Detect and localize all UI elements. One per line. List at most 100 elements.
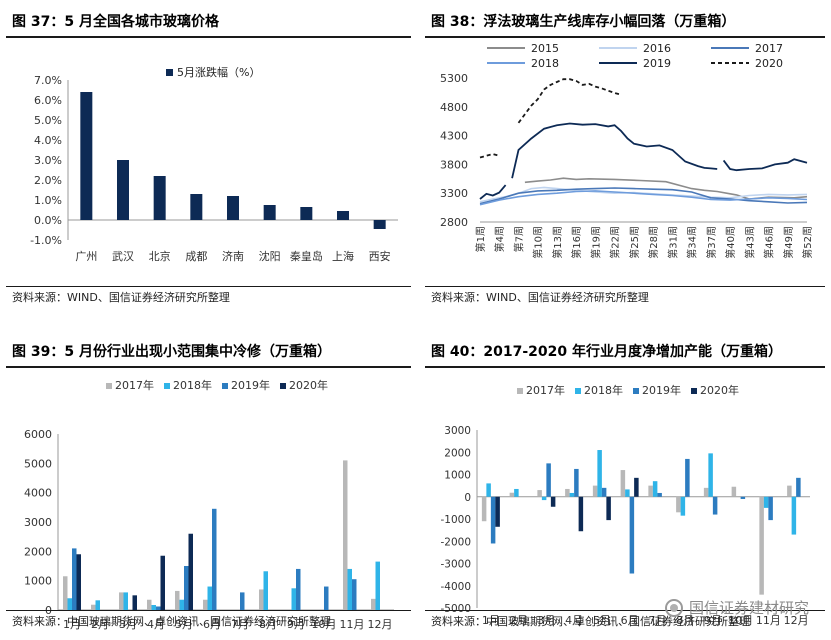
legend-swatch xyxy=(517,388,523,394)
bar xyxy=(685,458,690,497)
bar xyxy=(574,468,579,497)
x-tick-label: 北京 xyxy=(149,249,171,263)
bar xyxy=(300,207,313,220)
legend-swatch xyxy=(222,383,228,389)
x-tick-label: 4月 xyxy=(147,618,165,631)
x-tick-label: 沈阳 xyxy=(259,249,281,263)
bar xyxy=(63,576,68,610)
bar xyxy=(763,496,769,508)
legend-swatch xyxy=(166,69,173,76)
x-tick-label: 12月 xyxy=(784,614,809,627)
bar xyxy=(263,571,268,610)
bar xyxy=(592,485,598,497)
city-price-chart: 5月涨跌幅（%） -1.0% 0.0% 1.0% 2.0% 3.0% 4.0% 5.0% 6.0… xyxy=(30,65,398,263)
x-tick-label: 2月 xyxy=(91,618,109,631)
y-tick-label: -1.0% xyxy=(30,234,62,247)
y-tick-label: 1000 xyxy=(444,470,471,482)
x-tick-label: 5月 xyxy=(175,618,193,631)
y-tick-label: 3800 xyxy=(440,158,468,171)
x-tick-label: 第34周 xyxy=(686,226,699,259)
bar xyxy=(490,496,496,544)
bar xyxy=(123,592,128,610)
legend-label: 2017 xyxy=(755,42,783,55)
legend-label: 2019年 xyxy=(231,378,270,392)
y-tick-label: 3000 xyxy=(444,425,471,437)
x-tick-label: 5月 xyxy=(593,614,611,627)
y-tick-label: 2.0% xyxy=(34,174,62,187)
x-tick-label: 第43周 xyxy=(743,226,756,259)
x-tick-label: 4月 xyxy=(565,614,583,627)
bar xyxy=(768,496,773,521)
panel-source: 资料来源：中国玻璃期货网、卓创资讯、国信证券经济研究所整理 xyxy=(425,610,825,633)
y-tick-label: 4300 xyxy=(440,130,468,143)
y-tick-label: 5000 xyxy=(24,457,52,470)
y-tick-label: -5000 xyxy=(440,603,471,615)
bar xyxy=(648,485,653,497)
bar xyxy=(203,599,208,610)
bar xyxy=(514,488,519,497)
bar xyxy=(259,589,264,610)
bar xyxy=(373,220,386,229)
legend-swatch xyxy=(691,388,697,394)
bar xyxy=(343,460,348,610)
x-tick-label: 7月 xyxy=(648,614,666,627)
panel-title: 图 39：5 月份行业出现小范围集中冷修（万重箱） xyxy=(6,336,411,368)
bar xyxy=(147,599,152,610)
y-tick-label: 2000 xyxy=(444,447,471,459)
y-tick-label: -1000 xyxy=(440,514,471,526)
bar xyxy=(227,196,239,220)
bar xyxy=(80,92,93,220)
bar xyxy=(676,496,681,513)
bar xyxy=(569,492,575,497)
x-tick-label: 8月 xyxy=(676,614,694,627)
legend-label: 5月涨跌幅（%） xyxy=(177,65,260,79)
x-tick-label: 9月 xyxy=(704,614,722,627)
x-tick-label: 11月 xyxy=(756,614,781,627)
panel-source: 资料来源：中国玻璃期货网、卓创资讯、国信证券经济研究所整理 xyxy=(6,610,411,633)
legend-label: 2020 xyxy=(755,57,783,70)
wechat-icon xyxy=(664,598,683,617)
bar xyxy=(657,492,662,497)
watermark: 国信证券建材研究 xyxy=(664,597,809,618)
series-line xyxy=(479,187,808,205)
x-tick-label: 第22周 xyxy=(609,226,622,259)
panel-cold-repair: 图 39：5 月份行业出现小范围集中冷修（万重箱） 2017年 2018年 2019… xyxy=(6,336,411,636)
legend-swatch xyxy=(280,383,286,389)
y-tick-label: 3.0% xyxy=(34,154,62,167)
bar xyxy=(787,485,792,497)
bar xyxy=(156,606,161,610)
x-tick-label: 第7周 xyxy=(512,226,525,252)
bar xyxy=(791,496,797,535)
bar xyxy=(495,496,500,527)
bar xyxy=(703,487,709,497)
bar xyxy=(190,194,203,220)
net-capacity-chart: 2017年 2018年 2019年 2020年 -5000 -4000 -3000 -2000… xyxy=(440,383,810,627)
x-tick-label: 10月 xyxy=(312,618,337,631)
y-tick-label: 4800 xyxy=(440,101,468,114)
bar xyxy=(731,486,737,497)
bar xyxy=(680,496,686,516)
x-tick-label: 7月 xyxy=(231,618,249,631)
cold-repair-chart: 2017年 2018年 2019年 2020年01000200030004000500… xyxy=(24,378,394,631)
legend-swatch xyxy=(633,388,639,394)
x-tick-label: 第28周 xyxy=(647,226,660,259)
bar xyxy=(117,160,129,220)
bar xyxy=(625,489,630,497)
y-tick-label: 6000 xyxy=(24,428,52,441)
bar xyxy=(347,568,352,610)
watermark-text: 国信证券建材研究 xyxy=(688,599,809,617)
bar xyxy=(160,555,165,610)
bar xyxy=(188,533,193,610)
bar xyxy=(207,586,212,610)
x-tick-label: 第37周 xyxy=(705,226,718,259)
bar xyxy=(740,496,746,499)
bar xyxy=(375,561,380,610)
panel-source: 资料来源：WIND、国信证券经济研究所整理 xyxy=(425,286,825,309)
bar xyxy=(324,586,329,610)
panel-title: 图 37：5 月全国各城市玻璃价格 xyxy=(6,6,411,38)
inventory-line-chart: 2015 2016 2017 2018 2019 2020 2800 3300 3800 4300… xyxy=(440,42,814,259)
x-tick-label: 第19周 xyxy=(589,226,602,259)
bar xyxy=(91,604,96,610)
x-tick-label: 6月 xyxy=(203,618,221,631)
bar xyxy=(240,592,245,610)
